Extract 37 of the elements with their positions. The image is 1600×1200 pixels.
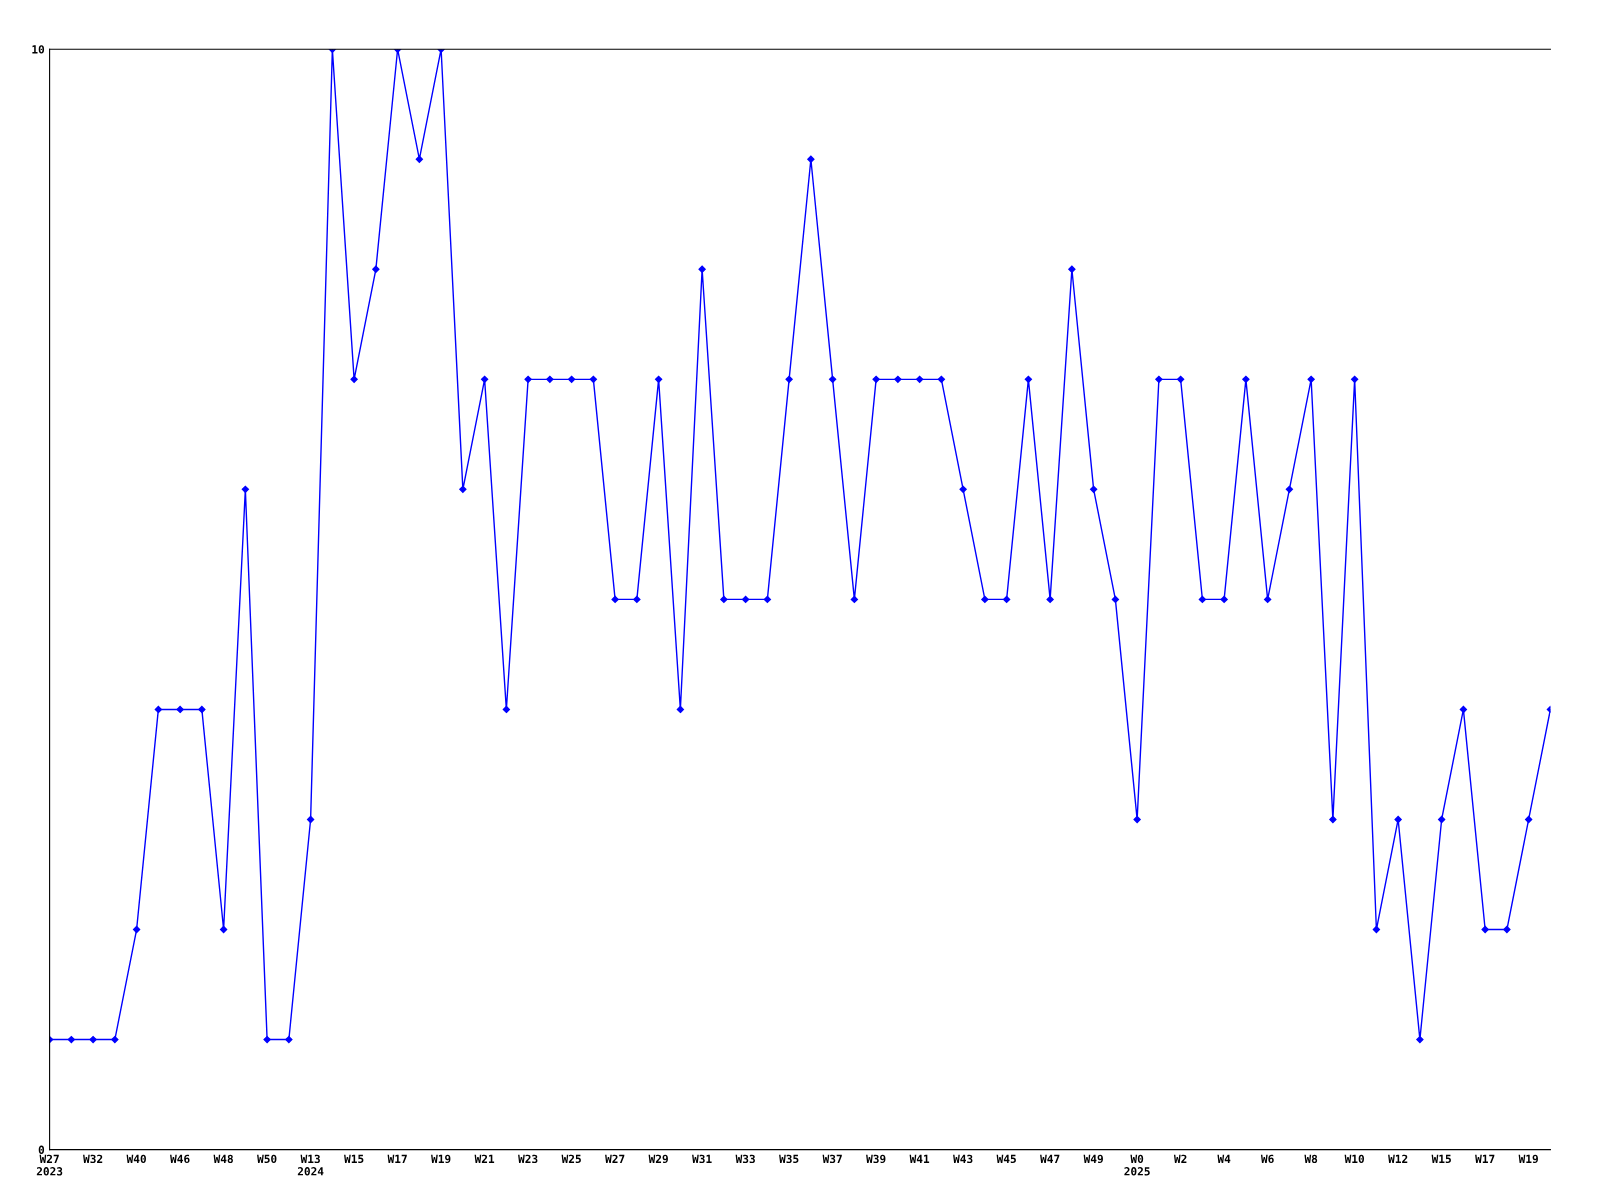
x-tick-label: W15: [344, 1154, 364, 1164]
x-tick-label: W17: [387, 1154, 407, 1163]
x-tick-label: W2: [1173, 1154, 1187, 1163]
x-tick-label: W45: [996, 1154, 1016, 1164]
y-tick-label: 10: [32, 45, 45, 54]
x-tick-label: W27: [605, 1154, 625, 1163]
x-tick-label: W39: [866, 1154, 886, 1164]
x-tick-label: W40: [126, 1154, 146, 1164]
x-tick-label: W29: [648, 1154, 668, 1164]
x-tick-label: W12: [1388, 1154, 1408, 1163]
x-tick-label: W19: [431, 1154, 451, 1164]
x-tick-label: W0 2025: [1124, 1154, 1150, 1176]
x-tick-label: W50: [257, 1154, 277, 1164]
x-tick-label: W19: [1518, 1154, 1538, 1164]
x-tick-label: W49: [1083, 1154, 1103, 1164]
x-tick-label: W15: [1431, 1154, 1451, 1164]
x-tick-label: W35: [779, 1154, 799, 1164]
x-tick-label: W23: [518, 1154, 538, 1164]
x-tick-label: W4: [1217, 1154, 1231, 1163]
x-tick-label: W25: [561, 1154, 581, 1164]
x-tick-label: W6: [1260, 1154, 1274, 1164]
x-tick-label: W33: [735, 1154, 755, 1164]
x-tick-label: W41: [909, 1154, 930, 1163]
x-tick-label: W8: [1304, 1154, 1318, 1164]
x-tick-label: W32: [83, 1154, 103, 1164]
x-tick-label: W17: [1475, 1154, 1495, 1163]
x-tick-label: W47: [1040, 1154, 1060, 1163]
x-tick-label: W31: [692, 1154, 712, 1164]
x-tick-label: W37: [822, 1154, 842, 1164]
x-tick-label: W48: [213, 1154, 233, 1164]
x-tick-label: W21: [474, 1154, 495, 1163]
x-tick-label: W27 2023: [36, 1154, 63, 1176]
x-tick-label: W13 2024: [297, 1154, 324, 1176]
x-tick-label: W46: [170, 1154, 190, 1164]
x-tick-label: W10: [1344, 1154, 1365, 1164]
x-tick-label: W43: [953, 1154, 973, 1164]
y-tick-label: 0: [38, 1145, 45, 1154]
